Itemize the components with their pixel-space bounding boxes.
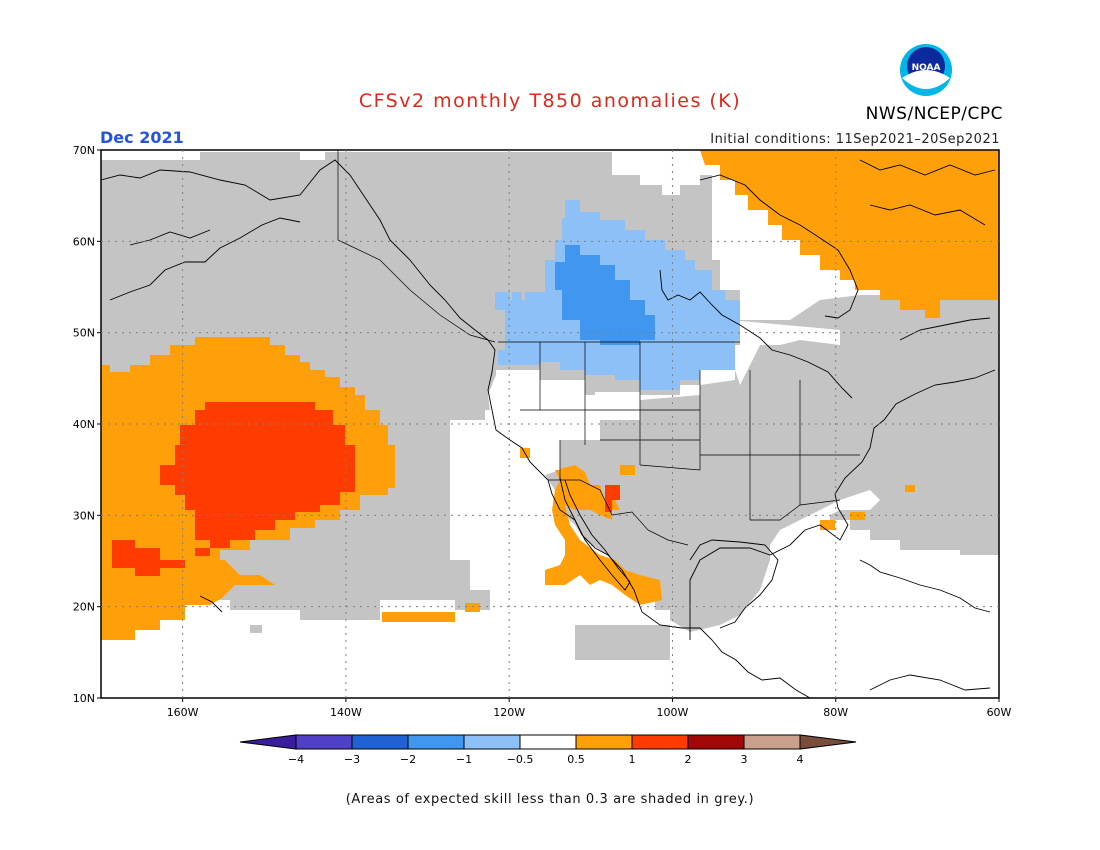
colorbar-cell <box>687 734 745 750</box>
cold-anomaly-blue <box>495 200 740 390</box>
colorbar-arrow-low <box>239 734 297 750</box>
political-borders <box>337 150 860 546</box>
lat-label: 60N <box>73 235 95 248</box>
colorbar-cell <box>463 734 521 750</box>
colorbar-tick-label: 4 <box>797 753 804 766</box>
lon-label: 140W <box>330 706 362 719</box>
lon-label: 100W <box>657 706 689 719</box>
colorbar-tick-label: 0.5 <box>567 753 585 766</box>
colorbar-tick-label: −2 <box>400 753 416 766</box>
lat-label: 40N <box>73 418 95 431</box>
colorbar-arrow-high <box>799 734 857 750</box>
lat-label: 50N <box>73 327 95 340</box>
colorbar: −4 −3 −2 −1 −0.5 0.5 1 2 3 4 <box>239 734 857 766</box>
colorbar-tick-label: −0.5 <box>507 753 534 766</box>
organization-label: NWS/NCEP/CPC <box>865 104 1003 124</box>
lat-label: 30N <box>73 509 95 522</box>
lon-label: 120W <box>493 706 525 719</box>
colorbar-cell <box>519 734 577 750</box>
colorbar-cell <box>743 734 801 750</box>
colorbar-tick-label: −4 <box>288 753 304 766</box>
gridlines <box>101 150 999 698</box>
colorbar-tick-label: 1 <box>629 753 636 766</box>
colorbar-cell <box>407 734 465 750</box>
axis-labels: 70N 60N 50N 40N 30N 20N 10N 160W 140W 120W 100W 80W… <box>73 144 1012 719</box>
warm-anomaly-red <box>112 402 620 576</box>
colorbar-cell <box>295 734 353 750</box>
chart-title: CFSv2 monthly T850 anomalies (K) <box>358 90 742 112</box>
lat-label: 10N <box>73 692 95 705</box>
noaa-logo-text: NOAA <box>912 63 941 73</box>
colorbar-tick-label: −1 <box>456 753 472 766</box>
noaa-logo: NOAA <box>900 44 952 96</box>
colorbar-cell <box>575 734 633 750</box>
colorbar-tick-label: 2 <box>685 753 692 766</box>
forecast-month: Dec 2021 <box>100 128 184 147</box>
lon-label: 80W <box>823 706 848 719</box>
colorbar-tick-label: −3 <box>344 753 360 766</box>
colorbar-cell <box>351 734 409 750</box>
lat-label: 70N <box>73 144 95 157</box>
lat-label: 20N <box>73 601 95 614</box>
anomaly-map: 70N 60N 50N 40N 30N 20N 10N 160W 140W 120W 100W 80W… <box>73 144 1012 719</box>
coastlines <box>101 159 996 698</box>
colorbar-tick-label: 3 <box>741 753 748 766</box>
lon-label: 60W <box>987 706 1012 719</box>
colorbar-cell <box>631 734 689 750</box>
initial-conditions: Initial conditions: 11Sep2021–20Sep2021 <box>710 132 1000 147</box>
footnote: (Areas of expected skill less than 0.3 a… <box>345 792 755 807</box>
lon-label: 160W <box>167 706 199 719</box>
